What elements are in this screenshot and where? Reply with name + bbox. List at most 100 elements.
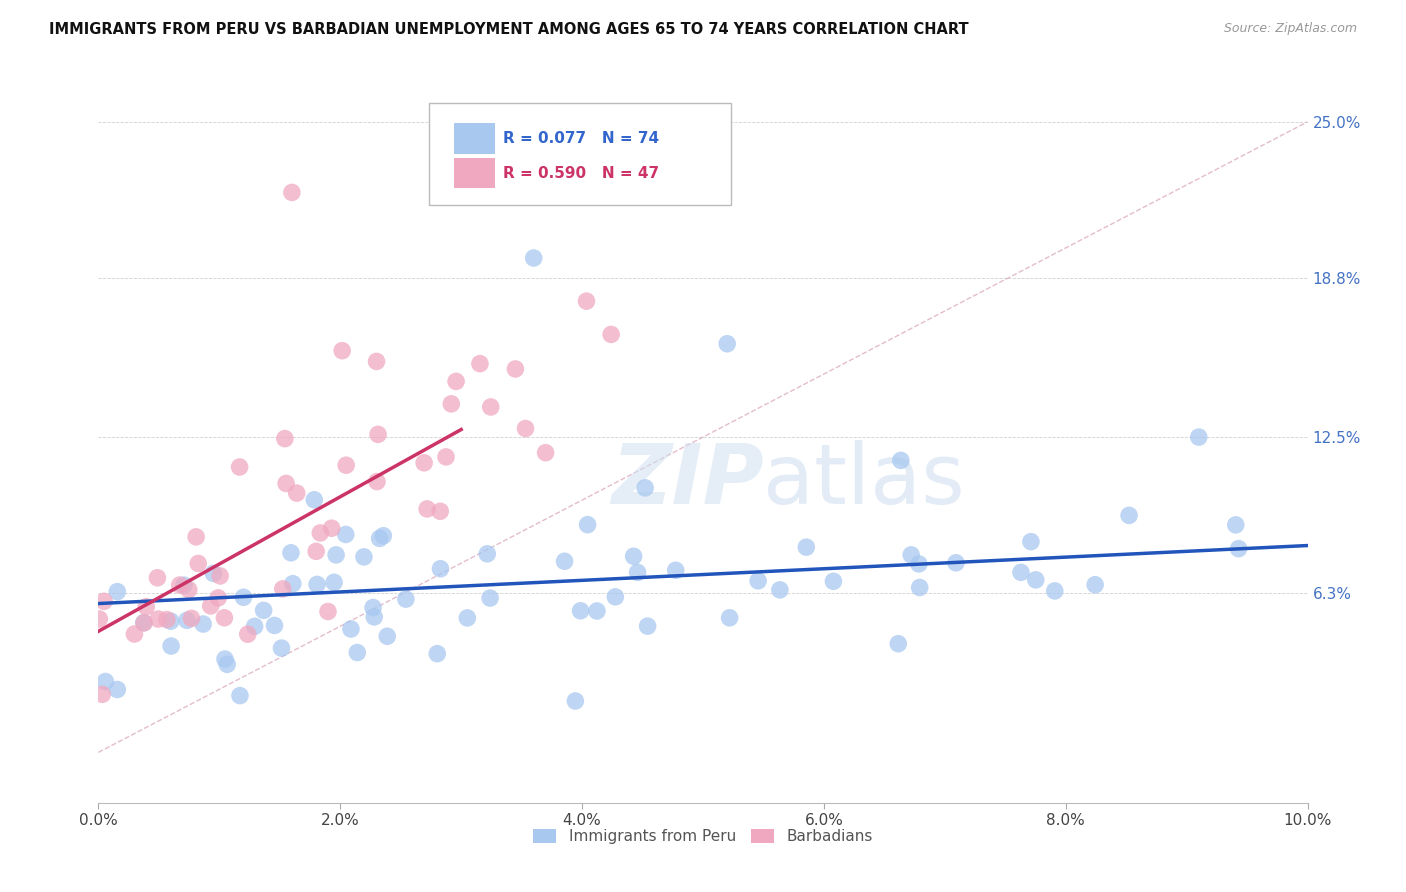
- Immigrants from Peru: [564, 694, 586, 708]
- Barbadians: [91, 687, 114, 701]
- Immigrants from Peru: [479, 591, 502, 605]
- Immigrants from Peru: [456, 611, 478, 625]
- Immigrants from Peru: [718, 611, 741, 625]
- Text: IMMIGRANTS FROM PERU VS BARBADIAN UNEMPLOYMENT AMONG AGES 65 TO 74 YEARS CORRELA: IMMIGRANTS FROM PERU VS BARBADIAN UNEMPL…: [49, 22, 969, 37]
- Barbadians: [575, 294, 598, 309]
- Barbadians: [156, 613, 179, 627]
- Text: atlas: atlas: [763, 441, 965, 522]
- Barbadians: [89, 612, 111, 626]
- Immigrants from Peru: [368, 532, 391, 546]
- Immigrants from Peru: [281, 576, 304, 591]
- Immigrants from Peru: [626, 566, 648, 580]
- Immigrants from Peru: [1084, 578, 1107, 592]
- Immigrants from Peru: [716, 336, 738, 351]
- Barbadians: [515, 421, 537, 435]
- Immigrants from Peru: [176, 613, 198, 627]
- Immigrants from Peru: [823, 574, 845, 589]
- Immigrants from Peru: [105, 584, 128, 599]
- Barbadians: [209, 569, 232, 583]
- Immigrants from Peru: [375, 629, 398, 643]
- Barbadians: [187, 557, 209, 571]
- Barbadians: [309, 525, 332, 540]
- Immigrants from Peru: [1043, 583, 1066, 598]
- Immigrants from Peru: [634, 481, 657, 495]
- Immigrants from Peru: [173, 578, 195, 592]
- Immigrants from Peru: [270, 641, 292, 656]
- Immigrants from Peru: [395, 592, 418, 607]
- Immigrants from Peru: [323, 575, 346, 590]
- Barbadians: [124, 627, 146, 641]
- Barbadians: [429, 504, 451, 518]
- Barbadians: [600, 327, 623, 342]
- Immigrants from Peru: [586, 604, 609, 618]
- Barbadians: [366, 475, 388, 489]
- Immigrants from Peru: [232, 591, 254, 605]
- Immigrants from Peru: [253, 603, 276, 617]
- Immigrants from Peru: [159, 614, 181, 628]
- Immigrants from Peru: [1227, 541, 1250, 556]
- Immigrants from Peru: [887, 637, 910, 651]
- Immigrants from Peru: [263, 618, 285, 632]
- Immigrants from Peru: [307, 577, 329, 591]
- Barbadians: [468, 357, 491, 371]
- Barbadians: [271, 582, 294, 596]
- Immigrants from Peru: [1010, 566, 1032, 580]
- Immigrants from Peru: [280, 546, 302, 560]
- Immigrants from Peru: [340, 622, 363, 636]
- Immigrants from Peru: [361, 600, 384, 615]
- Immigrants from Peru: [214, 652, 236, 666]
- Barbadians: [274, 432, 297, 446]
- Immigrants from Peru: [243, 619, 266, 633]
- Immigrants from Peru: [769, 582, 792, 597]
- Barbadians: [321, 521, 343, 535]
- Immigrants from Peru: [908, 581, 931, 595]
- Barbadians: [236, 627, 259, 641]
- Immigrants from Peru: [890, 453, 912, 467]
- Immigrants from Peru: [665, 563, 688, 577]
- Immigrants from Peru: [523, 251, 546, 265]
- Immigrants from Peru: [335, 527, 357, 541]
- Immigrants from Peru: [1025, 573, 1047, 587]
- Immigrants from Peru: [1225, 517, 1247, 532]
- Immigrants from Peru: [202, 566, 225, 581]
- Barbadians: [505, 362, 527, 376]
- Immigrants from Peru: [747, 574, 769, 588]
- Immigrants from Peru: [160, 639, 183, 653]
- Immigrants from Peru: [191, 617, 214, 632]
- Legend: Immigrants from Peru, Barbadians: Immigrants from Peru, Barbadians: [527, 822, 879, 850]
- Barbadians: [146, 571, 169, 585]
- Immigrants from Peru: [346, 646, 368, 660]
- Text: R = 0.590   N = 47: R = 0.590 N = 47: [503, 166, 659, 180]
- Immigrants from Peru: [576, 517, 599, 532]
- Immigrants from Peru: [105, 682, 128, 697]
- Immigrants from Peru: [132, 615, 155, 630]
- Barbadians: [274, 476, 297, 491]
- Immigrants from Peru: [637, 619, 659, 633]
- Barbadians: [200, 599, 222, 613]
- Barbadians: [444, 375, 467, 389]
- Immigrants from Peru: [554, 554, 576, 568]
- Barbadians: [367, 427, 389, 442]
- Immigrants from Peru: [908, 557, 931, 571]
- Barbadians: [285, 486, 308, 500]
- Immigrants from Peru: [325, 548, 347, 562]
- Immigrants from Peru: [623, 549, 645, 564]
- Immigrants from Peru: [363, 610, 385, 624]
- Immigrants from Peru: [217, 657, 239, 672]
- Barbadians: [180, 611, 202, 625]
- Text: ZIP: ZIP: [610, 441, 763, 522]
- Barbadians: [146, 612, 169, 626]
- Barbadians: [335, 458, 357, 473]
- Immigrants from Peru: [605, 590, 627, 604]
- Immigrants from Peru: [945, 556, 967, 570]
- Barbadians: [305, 544, 328, 558]
- Barbadians: [135, 599, 157, 614]
- Barbadians: [228, 460, 250, 475]
- Immigrants from Peru: [229, 689, 252, 703]
- Immigrants from Peru: [1118, 508, 1140, 523]
- Barbadians: [93, 594, 115, 608]
- Barbadians: [169, 578, 191, 592]
- Barbadians: [184, 530, 207, 544]
- Barbadians: [416, 502, 439, 516]
- Text: R = 0.077   N = 74: R = 0.077 N = 74: [503, 131, 659, 146]
